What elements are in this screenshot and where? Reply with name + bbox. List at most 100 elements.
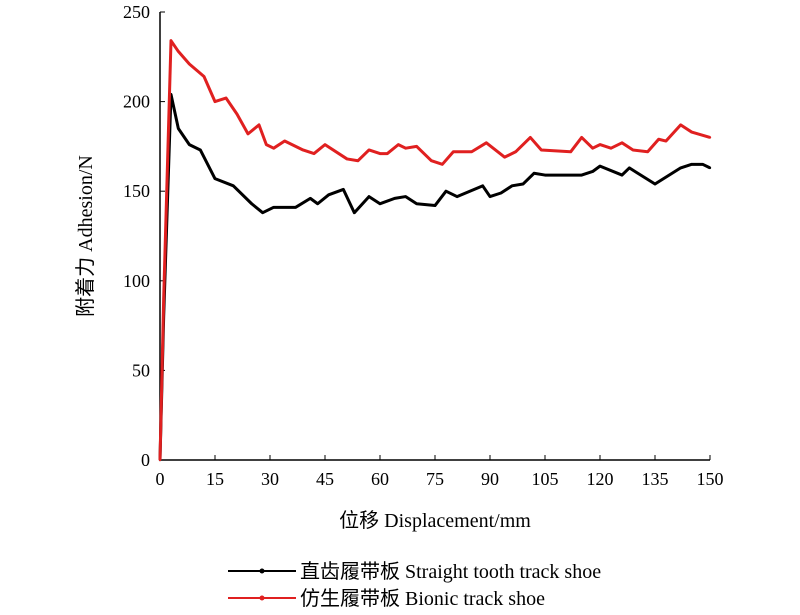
- data-point: [345, 157, 349, 161]
- ticks: 0 15 30 45 60 75 90 105 120 135 150 0 50 100 150 200 250: [123, 2, 724, 489]
- data-point: [404, 195, 407, 198]
- data-point: [294, 206, 297, 209]
- data-point: [679, 123, 682, 127]
- data-point: [415, 145, 418, 148]
- data-point: [188, 62, 191, 66]
- data-point: [452, 150, 455, 153]
- data-point: [309, 197, 312, 200]
- data-point: [580, 173, 583, 177]
- data-point: [609, 146, 613, 150]
- data-point: [312, 152, 316, 155]
- data-point: [521, 182, 525, 186]
- data-point: [708, 166, 712, 170]
- data-point: [455, 195, 459, 198]
- data-point: [488, 195, 492, 198]
- data-point: [598, 143, 602, 146]
- x-tick-label: 15: [206, 469, 224, 489]
- data-point: [283, 139, 286, 143]
- x-tick-label: 0: [156, 469, 165, 489]
- data-point: [532, 172, 536, 175]
- data-point: [540, 148, 543, 152]
- data-point: [162, 297, 165, 300]
- data-point: [628, 166, 631, 170]
- data-point: [591, 170, 594, 173]
- data-point: [653, 182, 657, 186]
- legend-label-0: 直齿履带板 Straight tooth track shoe: [300, 560, 601, 583]
- data-point: [272, 146, 275, 150]
- x-tick-label: 60: [371, 469, 389, 489]
- x-tick-label: 150: [697, 469, 724, 489]
- data-point: [356, 159, 360, 162]
- data-point: [232, 184, 235, 188]
- data-point: [430, 159, 433, 162]
- data-point: [224, 96, 228, 100]
- data-point: [386, 152, 389, 155]
- data-point: [199, 148, 202, 152]
- x-tick-label: 120: [587, 469, 614, 489]
- y-tick-label: 150: [123, 181, 150, 201]
- data-point: [327, 193, 330, 196]
- data-point: [569, 150, 572, 153]
- data-point: [188, 143, 191, 146]
- data-point: [342, 188, 345, 191]
- x-tick-label: 135: [642, 469, 669, 489]
- data-point: [690, 130, 693, 134]
- x-tick-label: 105: [532, 469, 559, 489]
- y-tick-label: 200: [123, 92, 150, 112]
- data-point: [316, 202, 319, 205]
- data-point: [213, 100, 217, 103]
- data-point: [169, 39, 173, 42]
- legend: 直齿履带板 Straight tooth track shoe 仿生履带板 Bio…: [228, 560, 601, 610]
- data-point: [393, 197, 396, 200]
- data-point: [378, 152, 382, 155]
- data-point: [441, 163, 444, 166]
- data-point: [397, 143, 400, 146]
- data-point: [404, 146, 407, 150]
- data-point: [470, 150, 473, 153]
- data-point: [620, 173, 624, 177]
- data-point: [690, 163, 693, 166]
- data-point: [510, 184, 514, 188]
- data-point: [202, 75, 206, 78]
- data-point: [415, 202, 418, 205]
- data-point: [265, 143, 268, 146]
- data-point: [529, 136, 532, 139]
- data-point: [323, 143, 327, 146]
- series-lines: [158, 39, 712, 462]
- x-tick-label: 30: [261, 469, 279, 489]
- data-point: [261, 211, 264, 214]
- data-point: [301, 148, 305, 152]
- legend-marker-1: [259, 595, 265, 601]
- data-point: [367, 195, 371, 198]
- x-tick-label: 75: [426, 469, 444, 489]
- series-line-0: [158, 92, 711, 461]
- data-point: [213, 177, 217, 180]
- data-point: [598, 164, 602, 168]
- data-point: [177, 127, 180, 130]
- data-point: [631, 148, 635, 152]
- legend-label-1: 仿生履带板 Bionic track shoe: [300, 587, 545, 610]
- x-tick-label: 90: [481, 469, 499, 489]
- data-point: [481, 184, 484, 188]
- data-point: [378, 202, 382, 205]
- data-point: [177, 50, 180, 53]
- data-point: [620, 141, 624, 145]
- data-point: [272, 206, 275, 209]
- data-point: [235, 112, 239, 116]
- data-point: [679, 166, 682, 170]
- y-tick-label: 0: [141, 450, 150, 470]
- data-point: [664, 139, 668, 143]
- y-axis-label: 附着力 Adhesion/N: [74, 155, 97, 317]
- data-point: [503, 155, 506, 159]
- y-tick-label: 100: [123, 271, 150, 291]
- data-point: [657, 138, 660, 141]
- data-point: [701, 163, 704, 166]
- data-point: [250, 202, 253, 205]
- y-tick-label: 50: [132, 360, 150, 380]
- legend-marker-0: [259, 568, 265, 574]
- data-point: [485, 141, 488, 145]
- data-point: [433, 204, 437, 207]
- data-point: [367, 148, 371, 152]
- data-point: [444, 190, 448, 193]
